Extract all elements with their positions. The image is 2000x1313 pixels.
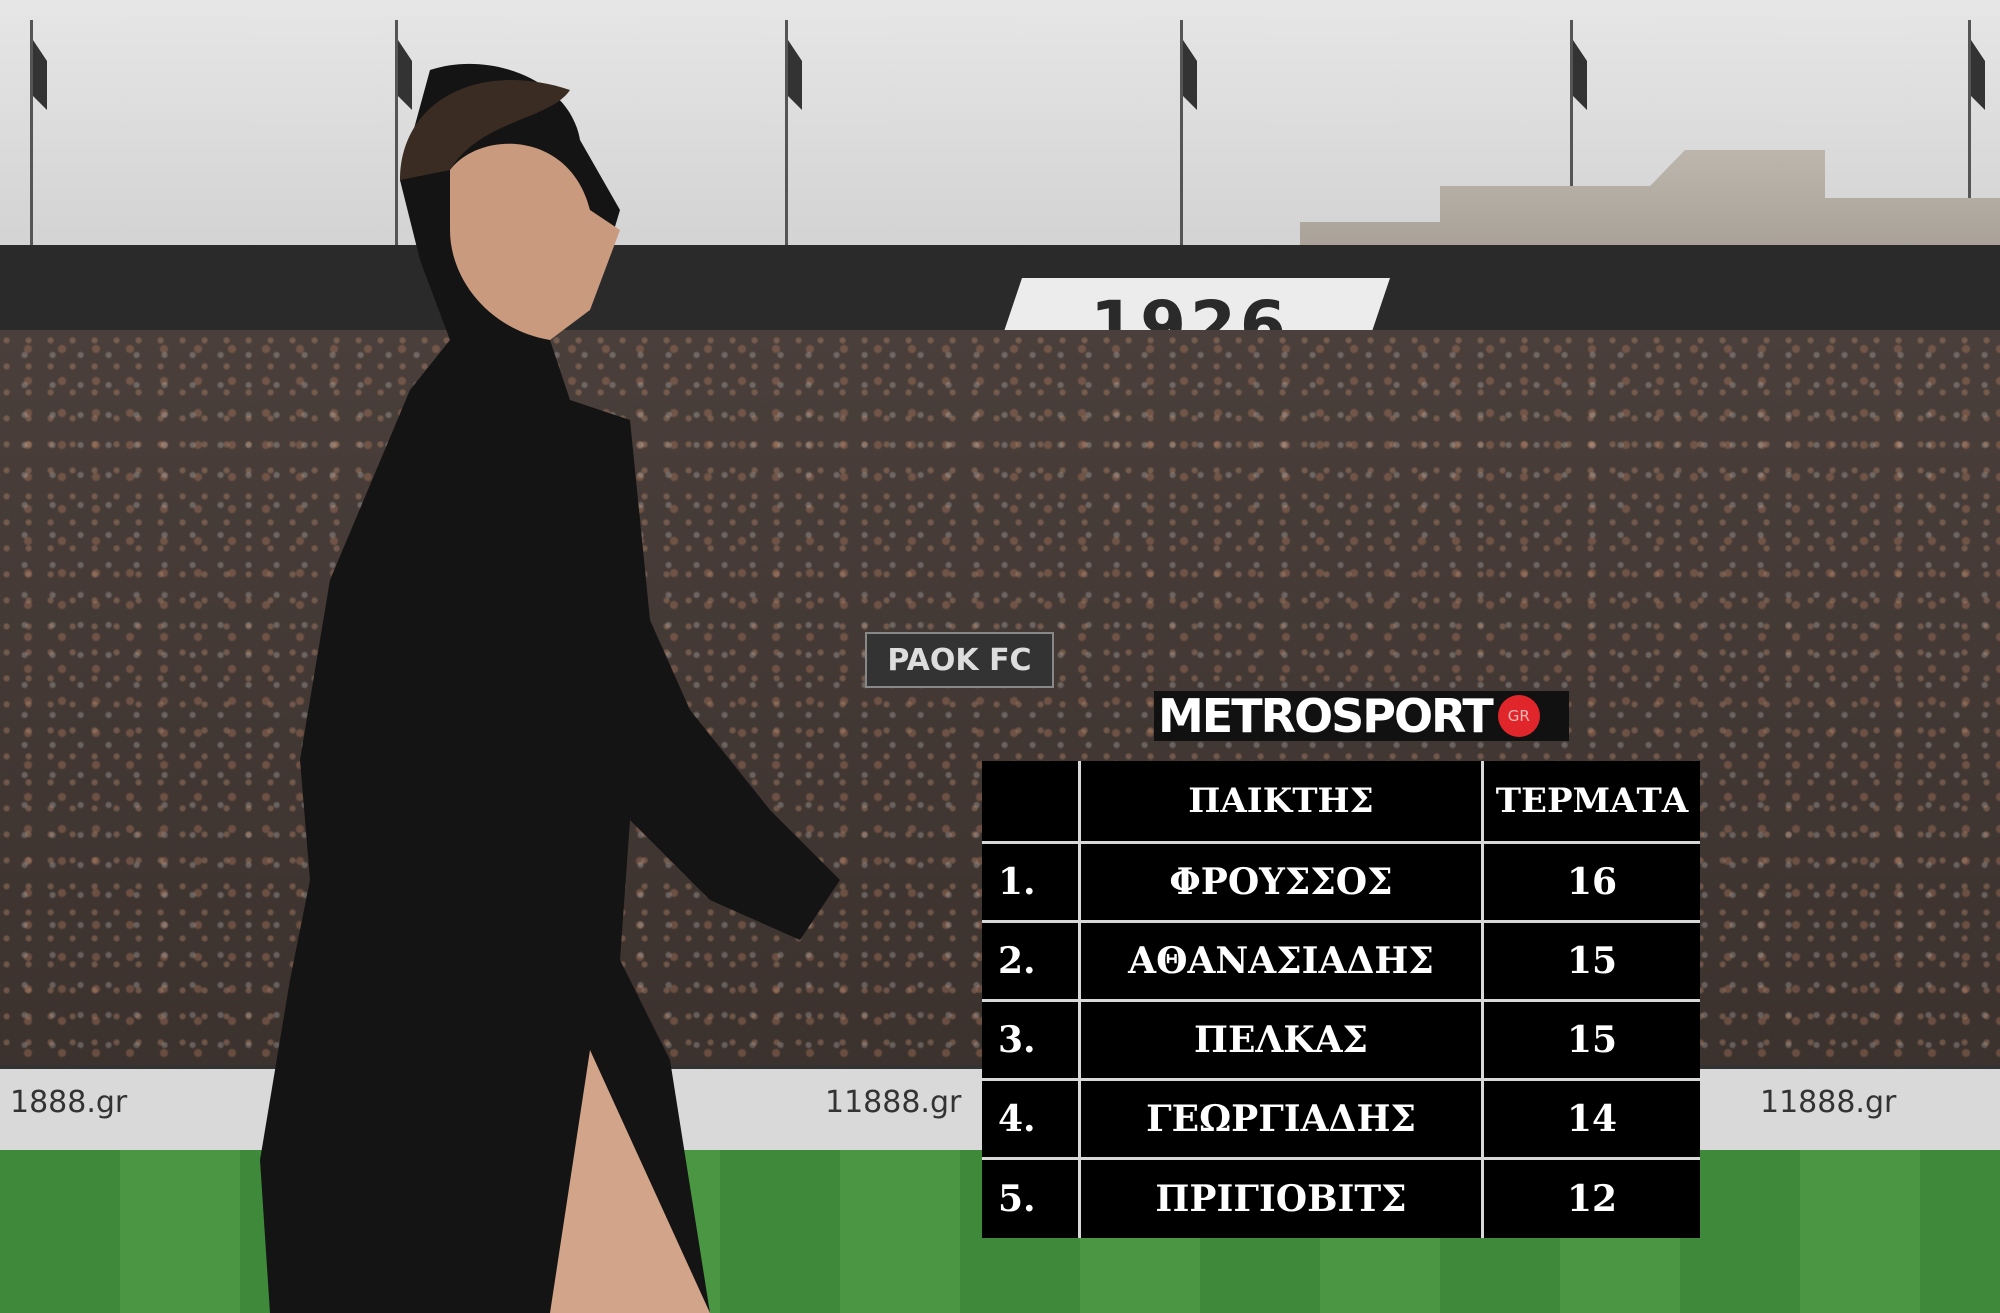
rank-cell: 2.	[982, 919, 1081, 1002]
flag	[1968, 20, 1971, 250]
ad-text: 1888.gr	[10, 1085, 128, 1120]
goals-cell: 16	[1481, 840, 1700, 923]
rank-cell: 5.	[982, 1157, 1081, 1238]
rank-cell: 3.	[982, 998, 1081, 1082]
flag	[1180, 20, 1183, 250]
flag	[395, 20, 398, 250]
flag	[1570, 20, 1573, 250]
header-rank	[982, 761, 1081, 844]
player-celebrating	[260, 63, 840, 1313]
player-cell: ΦΡΟΥΣΣΟΣ	[1078, 840, 1484, 923]
table-row: 1. ΦΡΟΥΣΣΟΣ 16	[982, 840, 1700, 923]
header-goals: ΤΕΡΜΑΤΑ	[1481, 761, 1700, 844]
rank-cell: 4.	[982, 1078, 1081, 1161]
player-cell: ΠΡΙΓΙΟΒΙΤΣ	[1078, 1157, 1484, 1238]
logo-gr-badge: GR	[1497, 695, 1540, 737]
table-header-row: ΠΑΙΚΤΗΣ ΤΕΡΜΑΤΑ	[982, 761, 1700, 844]
rank-cell: 1.	[982, 840, 1081, 923]
goals-cell: 15	[1481, 919, 1700, 1002]
table-row: 4. ΓΕΩΡΓΙΑΔΗΣ 14	[982, 1078, 1700, 1161]
metrosport-logo: METROSPORT GR	[1154, 691, 1569, 741]
flag	[30, 20, 33, 250]
table-row: 2. ΑΘΑΝΑΣΙΑΔΗΣ 15	[982, 919, 1700, 1002]
ad-text: 11888.gr	[825, 1085, 962, 1120]
goals-cell: 15	[1481, 998, 1700, 1082]
ad-text: 11888.gr	[1760, 1085, 1897, 1120]
header-player: ΠΑΙΚΤΗΣ	[1078, 761, 1484, 844]
player-cell: ΠΕΛΚΑΣ	[1078, 998, 1484, 1082]
goals-cell: 14	[1481, 1078, 1700, 1161]
table-row: 5. ΠΡΙΓΙΟΒΙΤΣ 12	[982, 1157, 1700, 1238]
table-row: 3. ΠΕΛΚΑΣ 15	[982, 998, 1700, 1082]
logo-text: METROSPORT	[1158, 689, 1494, 743]
player-cell: ΑΘΑΝΑΣΙΑΔΗΣ	[1078, 919, 1484, 1002]
top-scorers-table: ΠΑΙΚΤΗΣ ΤΕΡΜΑΤΑ 1. ΦΡΟΥΣΣΟΣ 16 2. ΑΘΑΝΑΣ…	[982, 761, 1700, 1238]
flag	[785, 20, 788, 250]
goals-cell: 12	[1481, 1157, 1700, 1238]
player-cell: ΓΕΩΡΓΙΑΔΗΣ	[1078, 1078, 1484, 1161]
club-banner: PAOK FC	[865, 632, 1054, 688]
